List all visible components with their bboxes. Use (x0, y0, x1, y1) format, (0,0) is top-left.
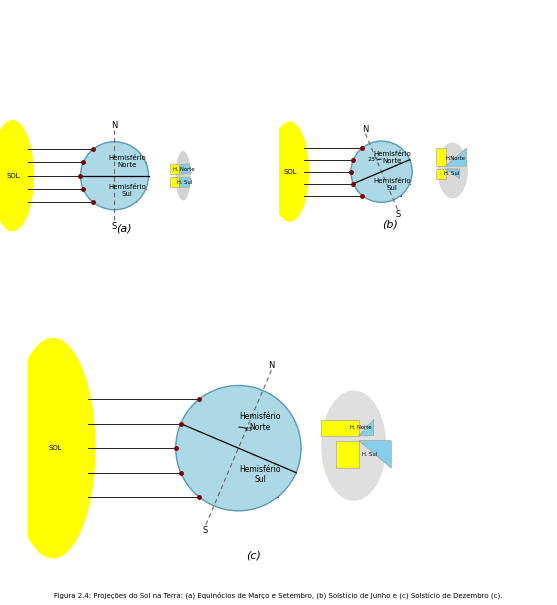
Polygon shape (446, 169, 460, 178)
Circle shape (80, 142, 149, 210)
Ellipse shape (10, 338, 96, 558)
Ellipse shape (437, 142, 468, 198)
Text: N: N (268, 361, 275, 370)
Text: Hemisfério
Norte: Hemisfério Norte (373, 151, 411, 165)
Text: H. Sul: H. Sul (444, 171, 460, 176)
Text: Hemisfério
Norte: Hemisfério Norte (240, 412, 281, 431)
Text: Figura 2.4: Projeções do Sol na Terra: (a) Equinócios de Março e Setembro, (b) S: Figura 2.4: Projeções do Sol na Terra: (… (54, 592, 503, 599)
Polygon shape (436, 169, 446, 178)
Ellipse shape (321, 390, 387, 501)
Polygon shape (359, 419, 374, 436)
Text: SOL: SOL (7, 173, 20, 178)
Text: N: N (111, 121, 118, 130)
Ellipse shape (175, 151, 191, 200)
Text: H. Sul: H. Sul (362, 452, 377, 457)
Polygon shape (436, 148, 446, 166)
Polygon shape (336, 440, 359, 468)
Text: SOL: SOL (48, 445, 62, 451)
Text: Hemisfério
Sul: Hemisfério Sul (373, 178, 411, 191)
Polygon shape (446, 148, 466, 166)
Circle shape (176, 385, 301, 511)
Text: S: S (203, 526, 208, 535)
Text: N: N (362, 125, 369, 134)
Text: (c): (c) (246, 551, 261, 561)
Polygon shape (169, 165, 179, 174)
Text: H. Norte: H. Norte (350, 425, 372, 430)
Text: Hemisfério
Sul: Hemisfério Sul (109, 183, 146, 197)
Text: SOL: SOL (284, 169, 297, 175)
Text: S: S (395, 210, 400, 219)
Ellipse shape (0, 120, 34, 232)
Text: 23°: 23° (367, 157, 378, 163)
Text: 23°: 23° (244, 427, 255, 431)
Circle shape (351, 141, 412, 202)
Text: Hemisfério
Sul: Hemisfério Sul (240, 465, 281, 484)
Polygon shape (179, 165, 191, 174)
Ellipse shape (270, 122, 309, 222)
Text: Hemisfério
Norte: Hemisfério Norte (109, 155, 146, 168)
Text: H. Norte: H. Norte (173, 167, 195, 172)
Text: H.Norte: H.Norte (446, 157, 465, 162)
Text: (a): (a) (116, 223, 131, 234)
Text: H. Sul: H. Sul (177, 180, 192, 185)
Polygon shape (321, 419, 359, 436)
Polygon shape (179, 177, 191, 187)
Polygon shape (359, 440, 392, 468)
Text: S: S (112, 221, 117, 231)
Text: (b): (b) (382, 220, 398, 230)
Polygon shape (169, 177, 179, 187)
